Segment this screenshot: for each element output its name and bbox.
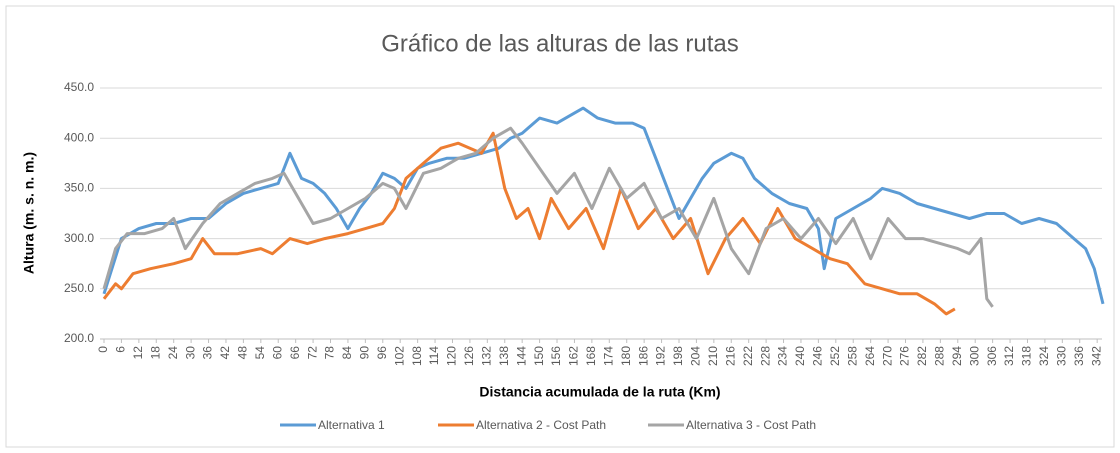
x-tick-label: 12 (131, 346, 145, 360)
x-tick-label: 324 (1037, 346, 1051, 366)
x-tick-label: 216 (723, 346, 737, 366)
x-tick-label: 78 (323, 346, 337, 360)
x-axis-label: Distancia acumulada de la ruta (Km) (479, 384, 720, 400)
x-tick-label: 120 (445, 346, 459, 366)
x-tick-label: 246 (811, 346, 825, 366)
x-tick-label: 180 (619, 346, 633, 366)
x-tick-label: 84 (340, 346, 354, 360)
series-line (102, 106, 1105, 305)
legend-label: Alternativa 2 - Cost Path (476, 418, 606, 432)
x-tick-label: 30 (183, 346, 197, 360)
x-tick-label: 90 (358, 346, 372, 360)
y-tick-label: 400.0 (64, 130, 94, 144)
x-tick-label: 72 (305, 346, 319, 360)
x-tick-label: 222 (741, 346, 755, 366)
x-tick-label: 114 (427, 346, 441, 365)
legend-label: Alternativa 3 - Cost Path (686, 418, 816, 432)
x-tick-label: 42 (218, 346, 232, 360)
x-tick-label: 234 (776, 346, 790, 366)
x-tick-label: 312 (1002, 346, 1016, 366)
x-tick-label: 300 (967, 346, 981, 366)
x-tick-label: 66 (288, 346, 302, 360)
x-tick-label: 198 (671, 346, 685, 366)
x-tick-label: 294 (950, 346, 964, 366)
x-tick-label: 204 (689, 346, 703, 366)
x-tick-label: 330 (1054, 346, 1068, 366)
x-tick-label: 126 (462, 346, 476, 366)
x-tick-label: 168 (584, 346, 598, 366)
series-line (102, 126, 994, 308)
x-tick-label: 252 (828, 346, 842, 366)
x-tick-label: 0 (96, 346, 110, 353)
x-tick-label: 102 (392, 346, 406, 366)
chart-title: Gráfico de las alturas de las rutas (381, 30, 739, 57)
y-tick-label: 350.0 (64, 181, 94, 195)
x-tick-label: 6 (114, 346, 128, 353)
x-tick-label: 156 (549, 346, 563, 366)
x-tick-label: 150 (532, 346, 546, 366)
x-tick-label: 162 (567, 346, 581, 366)
y-tick-label: 200.0 (64, 331, 94, 345)
x-tick-label: 264 (863, 346, 877, 366)
series-line (102, 131, 956, 316)
x-tick-label: 54 (253, 346, 267, 360)
y-tick-label: 450.0 (64, 80, 94, 94)
x-tick-label: 144 (514, 346, 528, 366)
y-tick-label: 250.0 (64, 281, 94, 295)
x-tick-label: 270 (880, 346, 894, 366)
y-tick-label: 300.0 (64, 231, 94, 245)
x-tick-label: 24 (166, 346, 180, 360)
x-tick-label: 108 (410, 346, 424, 366)
legend-label: Alternativa 1 (318, 418, 385, 432)
x-tick-label: 138 (497, 346, 511, 366)
x-tick-label: 342 (1089, 346, 1103, 366)
x-tick-label: 318 (1020, 346, 1034, 366)
x-tick-label: 258 (845, 346, 859, 366)
x-tick-label: 60 (270, 346, 284, 360)
x-tick-label: 192 (654, 346, 668, 366)
x-tick-label: 276 (898, 346, 912, 366)
x-tick-label: 36 (201, 346, 215, 360)
x-tick-label: 282 (915, 346, 929, 366)
x-tick-label: 186 (636, 346, 650, 366)
x-tick-label: 132 (479, 346, 493, 366)
x-tick-label: 174 (601, 346, 615, 366)
chart-area (5, 5, 1115, 448)
x-tick-label: 228 (758, 346, 772, 366)
x-tick-label: 306 (985, 346, 999, 366)
x-tick-label: 48 (236, 346, 250, 360)
x-tick-label: 288 (933, 346, 947, 366)
x-tick-label: 336 (1072, 346, 1086, 366)
x-tick-label: 96 (375, 346, 389, 360)
x-tick-label: 210 (706, 346, 720, 366)
x-tick-label: 240 (793, 346, 807, 366)
y-axis-label: Altura (m. s. n. m.) (21, 152, 37, 274)
x-tick-label: 18 (148, 346, 162, 360)
